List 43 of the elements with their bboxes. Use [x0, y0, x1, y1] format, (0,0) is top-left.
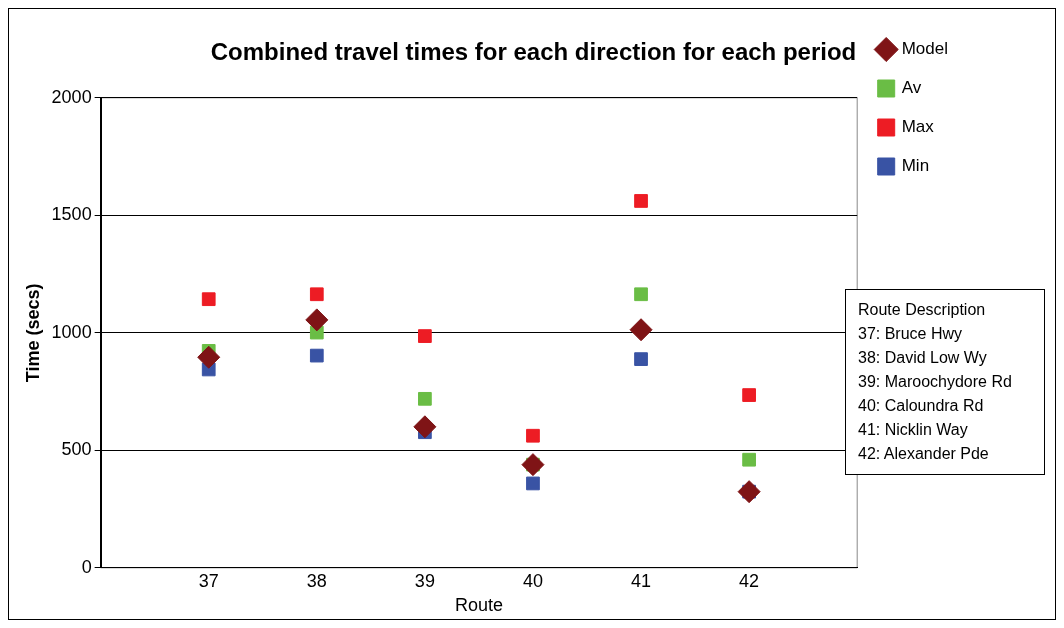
x-tick-label: 39: [414, 570, 435, 591]
point: [742, 452, 756, 467]
y-tick-label: 1000: [51, 321, 92, 342]
point: [634, 352, 648, 366]
x-tick-label: 40: [522, 570, 543, 591]
y-tick-label: 1500: [51, 204, 92, 225]
y-tick-label: 0: [81, 556, 92, 577]
chart-title: Combined travel times for each direction for each period: [210, 38, 857, 66]
point: [305, 308, 329, 332]
point: [526, 428, 540, 443]
y-tick-label: 500: [61, 439, 92, 460]
point: [413, 415, 437, 439]
legend-label: Av: [901, 78, 922, 98]
text: 42: Alexander Pde: [858, 444, 990, 464]
point: [521, 453, 545, 477]
text: 40: Caloundra Rd: [858, 396, 985, 416]
point: [201, 292, 216, 307]
point: [634, 194, 648, 208]
point: [309, 287, 324, 302]
text: 38: David Low Wy: [858, 348, 988, 368]
x-tick-label: 41: [631, 570, 652, 591]
text: 41: Nicklin Way: [858, 420, 969, 440]
point: [309, 348, 324, 363]
point: [418, 329, 432, 343]
legend-label: Min: [901, 156, 930, 176]
point: [742, 388, 756, 402]
text: Route Description: [858, 300, 987, 320]
point: [737, 480, 761, 504]
x-tick-label: 42: [739, 570, 760, 591]
y-tick-label: 2000: [51, 86, 92, 107]
point: [418, 391, 432, 406]
point: [197, 345, 221, 369]
x-tick-label: 37: [198, 570, 219, 591]
text: 39: Maroochydore Rd: [858, 372, 1013, 392]
legend-label: Max: [901, 117, 935, 137]
y-axis-title: Time (secs): [22, 283, 43, 383]
text: 37: Bruce Hwy: [858, 324, 964, 344]
point: [629, 318, 653, 342]
point: [526, 476, 540, 491]
x-tick-label: 38: [306, 570, 327, 591]
legend-label: Model: [901, 39, 949, 59]
point: [634, 287, 648, 302]
x-axis-title: Route: [454, 595, 503, 616]
